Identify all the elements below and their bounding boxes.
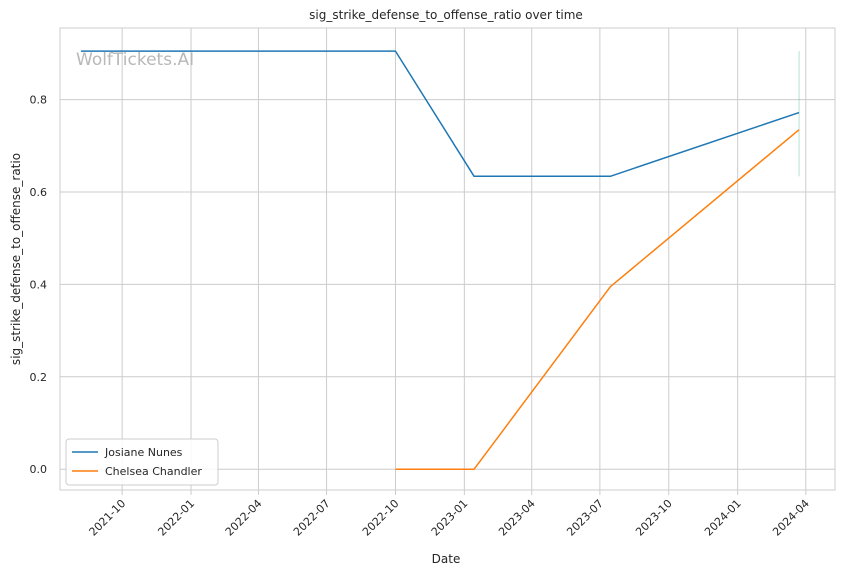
watermark: WolfTickets.AI xyxy=(76,50,194,70)
legend-box xyxy=(65,438,219,486)
legend: Josiane Nunes Chelsea Chandler xyxy=(65,438,219,486)
legend-label-josiane-nunes: Josiane Nunes xyxy=(104,446,183,459)
y-axis-label: sig_strike_defense_to_offense_ratio xyxy=(9,153,23,365)
chart-title: sig_strike_defense_to_offense_ratio over… xyxy=(309,8,583,22)
series-line-chelsea-chandler xyxy=(395,129,800,470)
y-tick-label-0.2: 0.2 xyxy=(30,371,48,384)
series-layer xyxy=(80,50,800,470)
y-tick-labels: 0.0 0.2 0.4 0.6 0.8 xyxy=(30,94,48,477)
y-tick-label-0.4: 0.4 xyxy=(30,278,48,291)
y-tick-label-0.8: 0.8 xyxy=(30,94,48,107)
series-line-josiane-nunes xyxy=(80,50,800,178)
y-tick-label-0.0: 0.0 xyxy=(30,463,48,476)
y-tick-label-0.6: 0.6 xyxy=(30,186,48,199)
plot-frame xyxy=(59,27,836,491)
legend-label-chelsea-chandler: Chelsea Chandler xyxy=(105,465,202,478)
plot-area xyxy=(59,27,836,495)
x-gridlines xyxy=(121,28,807,495)
x-axis-label: Date xyxy=(432,552,461,566)
plot-background xyxy=(60,28,835,490)
